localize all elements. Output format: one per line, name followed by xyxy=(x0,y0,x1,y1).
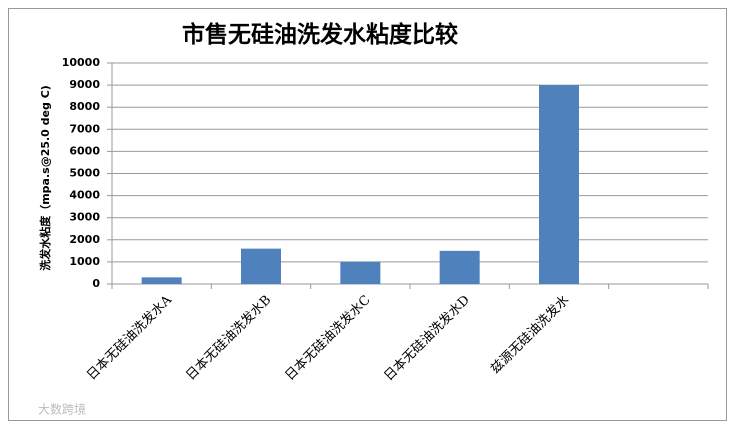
y-tick-label: 6000 xyxy=(69,144,100,157)
y-tick-label: 0 xyxy=(92,277,100,290)
y-tick-label: 3000 xyxy=(69,211,100,224)
watermark: 大数跨境 xyxy=(38,402,86,417)
bar xyxy=(241,248,281,284)
y-tick-label: 10000 xyxy=(62,56,101,69)
y-tick-label: 7000 xyxy=(69,122,100,135)
y-tick-label: 2000 xyxy=(69,233,100,246)
y-axis-label: 洗发水粘度（mpa.s@25.0 deg C) xyxy=(38,85,52,271)
bar xyxy=(539,85,579,284)
bar xyxy=(439,250,480,284)
bar xyxy=(340,261,381,284)
y-tick-label: 8000 xyxy=(69,100,100,113)
chart-frame xyxy=(8,8,727,421)
bar xyxy=(141,277,182,284)
y-tick-label: 4000 xyxy=(69,189,100,202)
y-tick-label: 5000 xyxy=(69,167,100,180)
y-tick-label: 1000 xyxy=(69,255,100,268)
chart-title: 市售无硅油洗发水粘度比较 xyxy=(182,21,458,48)
y-tick-label: 9000 xyxy=(69,78,100,91)
